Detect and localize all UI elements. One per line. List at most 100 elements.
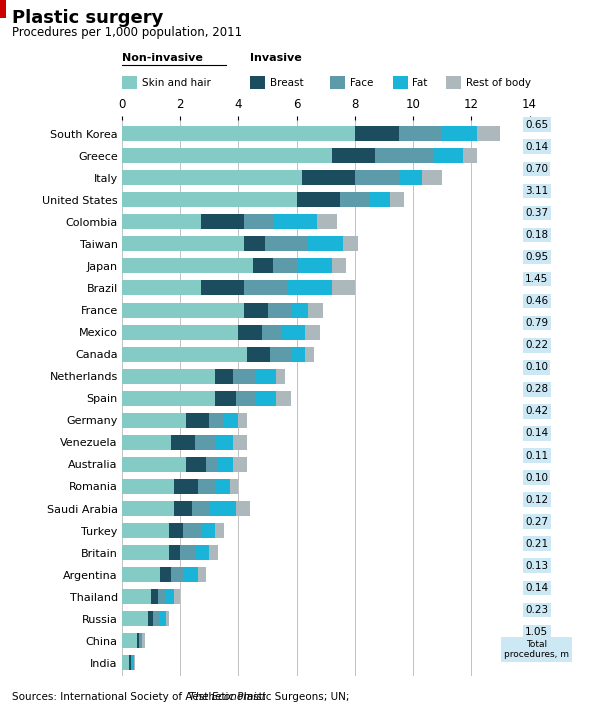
Bar (244, 236, 265, 251)
Bar (291, 347, 305, 362)
Text: Skin and hair: Skin and hair (142, 78, 211, 88)
Bar (122, 457, 186, 472)
Bar (297, 193, 340, 207)
Bar (122, 501, 174, 516)
Bar (308, 236, 343, 251)
Bar (276, 391, 291, 406)
Text: 1.05: 1.05 (525, 627, 548, 637)
Bar (186, 457, 206, 472)
Bar (160, 611, 165, 627)
Bar (132, 656, 134, 670)
Bar (122, 215, 201, 229)
Bar (174, 479, 198, 494)
Bar (122, 391, 215, 406)
Bar (233, 435, 247, 450)
Bar (122, 413, 186, 428)
Text: 0.14: 0.14 (525, 428, 548, 438)
Bar (215, 523, 224, 538)
Bar (331, 148, 375, 163)
Bar (262, 324, 282, 340)
Bar (152, 611, 160, 627)
Bar (180, 545, 195, 560)
Bar (122, 589, 151, 604)
Bar (265, 236, 308, 251)
Text: 0.14: 0.14 (525, 142, 548, 152)
Bar (291, 302, 308, 317)
Bar (215, 369, 233, 384)
Text: The Economist: The Economist (189, 692, 265, 702)
Bar (209, 413, 224, 428)
Text: 0.12: 0.12 (525, 495, 548, 505)
Bar (122, 236, 244, 251)
Bar (122, 656, 129, 670)
Bar (256, 391, 276, 406)
Bar (201, 215, 244, 229)
Text: 0.46: 0.46 (525, 296, 548, 306)
Bar (168, 545, 180, 560)
Bar (253, 258, 273, 273)
Text: 0.47: 0.47 (525, 649, 548, 659)
Bar (122, 347, 247, 362)
Bar (122, 258, 253, 273)
Bar (236, 501, 250, 516)
Text: 0.21: 0.21 (525, 539, 548, 549)
Text: 0.42: 0.42 (525, 406, 548, 416)
Bar (215, 435, 233, 450)
Bar (183, 523, 201, 538)
Text: Non-invasive: Non-invasive (122, 53, 203, 63)
Bar (331, 280, 355, 295)
Bar (340, 193, 369, 207)
Bar (462, 148, 477, 163)
Bar (239, 324, 262, 340)
Bar (122, 324, 239, 340)
Bar (224, 413, 239, 428)
Bar (122, 523, 168, 538)
Bar (230, 479, 239, 494)
Bar (317, 215, 337, 229)
Bar (399, 126, 442, 141)
Bar (122, 193, 297, 207)
Text: Total
procedures, m: Total procedures, m (504, 640, 569, 659)
Bar (122, 126, 355, 141)
Text: Rest of body: Rest of body (466, 78, 531, 88)
Bar (422, 170, 442, 185)
Bar (122, 611, 148, 627)
Bar (256, 369, 276, 384)
Text: 0.79: 0.79 (525, 318, 548, 329)
Bar (271, 347, 291, 362)
Bar (305, 347, 314, 362)
Bar (331, 258, 346, 273)
Bar (209, 545, 218, 560)
Bar (268, 302, 291, 317)
Bar (122, 148, 331, 163)
Text: Breast: Breast (270, 78, 303, 88)
Bar (122, 435, 171, 450)
Bar (273, 215, 317, 229)
Bar (148, 611, 152, 627)
Bar (122, 369, 215, 384)
Bar (195, 545, 209, 560)
Text: 0.22: 0.22 (525, 341, 548, 350)
Bar (168, 523, 183, 538)
Bar (305, 324, 320, 340)
Bar (399, 170, 422, 185)
Text: 0.10: 0.10 (525, 362, 548, 372)
Bar (171, 567, 183, 582)
Bar (195, 435, 215, 450)
Text: Sources: International Society of Aesthetic Plastic Surgeons; UN;: Sources: International Society of Aesthe… (12, 692, 353, 702)
Bar (142, 634, 145, 649)
Bar (369, 193, 390, 207)
Bar (174, 501, 192, 516)
Text: 0.37: 0.37 (525, 208, 548, 218)
Text: 0.95: 0.95 (525, 252, 548, 262)
Text: 0.11: 0.11 (525, 450, 548, 460)
Bar (134, 656, 135, 670)
Text: 0.13: 0.13 (525, 561, 548, 571)
Bar (434, 148, 462, 163)
Bar (122, 634, 136, 649)
Bar (297, 258, 331, 273)
Bar (244, 302, 268, 317)
Bar (233, 369, 256, 384)
Bar (215, 391, 236, 406)
Bar (122, 479, 174, 494)
